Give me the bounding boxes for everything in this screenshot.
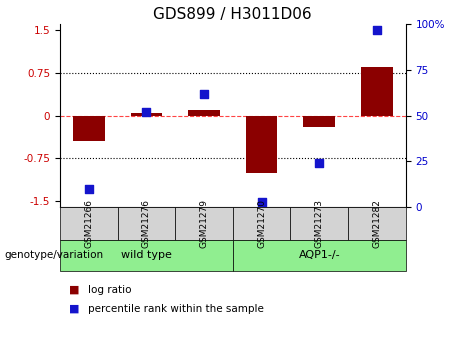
Bar — [188, 110, 220, 116]
Point — [258, 199, 266, 204]
Text: GSM21279: GSM21279 — [200, 199, 208, 248]
Text: genotype/variation: genotype/variation — [5, 250, 104, 260]
Point — [85, 186, 92, 191]
Bar — [130, 113, 162, 116]
Text: GSM21270: GSM21270 — [257, 199, 266, 248]
Bar — [73, 116, 105, 141]
Bar — [361, 67, 393, 116]
Title: GDS899 / H3011D06: GDS899 / H3011D06 — [154, 7, 312, 22]
Text: GSM21273: GSM21273 — [315, 199, 324, 248]
Text: AQP1-/-: AQP1-/- — [298, 250, 340, 260]
Point — [142, 109, 150, 115]
Text: GSM21266: GSM21266 — [84, 199, 93, 248]
Bar — [303, 116, 335, 127]
Bar — [246, 116, 278, 173]
Text: log ratio: log ratio — [88, 285, 131, 295]
Text: percentile rank within the sample: percentile rank within the sample — [88, 304, 264, 314]
Point — [373, 27, 381, 32]
Text: GSM21282: GSM21282 — [372, 199, 381, 248]
Text: wild type: wild type — [121, 250, 172, 260]
Text: ■: ■ — [69, 304, 80, 314]
Text: GSM21276: GSM21276 — [142, 199, 151, 248]
Point — [200, 91, 207, 96]
Point — [315, 160, 323, 166]
Text: ■: ■ — [69, 285, 80, 295]
